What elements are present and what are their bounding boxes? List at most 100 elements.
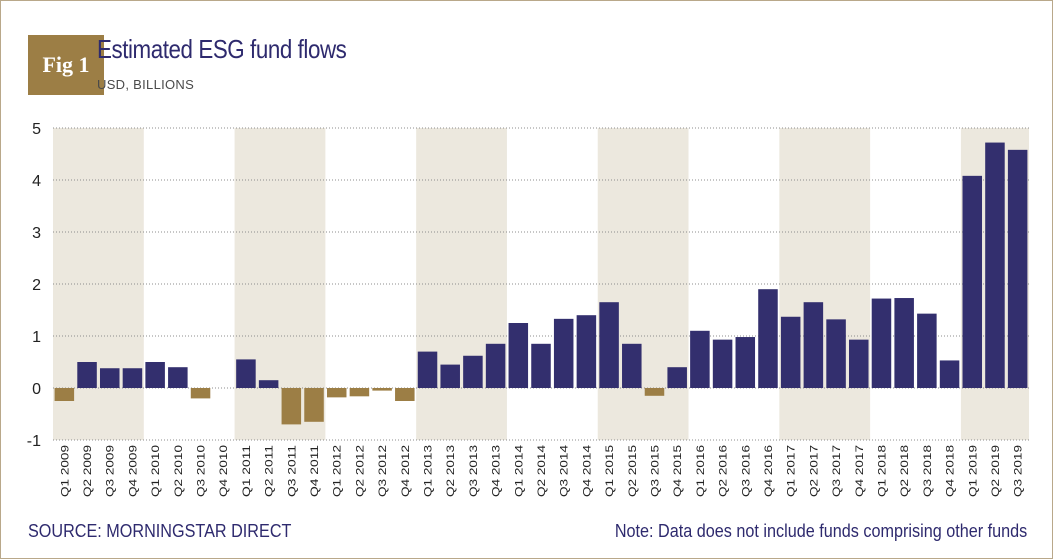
x-tick-label: Q2 2011: [264, 445, 276, 497]
bar-q2-2019: [985, 142, 1005, 388]
bar-q3-2016: [735, 337, 756, 388]
y-tick-label: 2: [32, 277, 41, 294]
bar-q2-2012: [349, 388, 370, 397]
bar-q1-2014: [508, 323, 529, 388]
x-tick-label: Q1 2009: [59, 445, 71, 497]
x-tick-label: Q1 2012: [332, 445, 344, 497]
x-tick-label: Q3 2016: [740, 445, 752, 497]
x-tick-label: Q1 2014: [513, 445, 525, 497]
bar-q3-2019: [1007, 149, 1028, 388]
x-tick-label: Q1 2017: [786, 445, 798, 497]
x-tick-label: Q2 2018: [899, 445, 911, 497]
source-note: SOURCE: MORNINGSTAR DIRECT: [28, 521, 292, 541]
x-tick-label: Q4 2009: [127, 445, 139, 497]
x-tick-label: Q4 2015: [672, 445, 684, 497]
y-tick-label: 0: [32, 381, 41, 398]
bar-q3-2018: [917, 313, 937, 388]
bar-q1-2017: [780, 316, 801, 388]
bar-q4-2013: [485, 343, 506, 388]
chart-subtitle: USD, BILLIONS: [97, 77, 195, 92]
bar-q3-2010: [190, 388, 211, 399]
x-tick-label: Q1 2018: [876, 445, 888, 497]
gridlines: [53, 127, 1029, 441]
bar-q2-2017: [803, 302, 824, 388]
y-tick-label: 4: [32, 173, 41, 190]
x-tick-label: Q4 2010: [218, 445, 230, 497]
x-tick-label: Q2 2014: [536, 445, 548, 497]
x-tick-label: Q4 2012: [400, 445, 412, 497]
x-tick-label: Q1 2011: [241, 445, 253, 497]
bar-q3-2014: [553, 318, 574, 388]
x-tick-label: Q3 2012: [377, 445, 389, 497]
y-tick-labels: -1 0 1 2 3 4 5: [27, 121, 41, 450]
bars: [54, 142, 1028, 425]
x-tick-label: Q3 2013: [468, 445, 480, 497]
x-tick-label: Q1 2015: [604, 445, 616, 497]
x-tick-label: Q2 2016: [718, 445, 730, 497]
x-tick-label: Q3 2014: [559, 445, 571, 497]
x-tick-label: Q3 2009: [105, 445, 117, 497]
bar-q4-2014: [576, 315, 597, 388]
x-tick-labels: Q1 2009 Q2 2009 Q3 2009 Q4 2009 Q1 2010 Q2 20…: [59, 445, 1024, 497]
x-tick-label: Q1 2019: [967, 445, 979, 497]
bar-q2-2015: [622, 343, 642, 388]
x-tick-label: Q2 2009: [82, 445, 94, 497]
y-tick-label: -1: [27, 433, 41, 450]
x-tick-label: Q4 2016: [763, 445, 775, 497]
bar-q2-2016: [712, 339, 733, 388]
bar-q1-2018: [871, 298, 892, 388]
bar-q3-2009: [99, 368, 120, 388]
data-note: Note: Data does not include funds compri…: [614, 521, 1027, 541]
bar-q4-2009: [122, 368, 143, 388]
x-tick-label: Q3 2019: [1013, 445, 1025, 497]
y-tick-label: 1: [32, 329, 41, 346]
bar-q2-2014: [531, 343, 551, 388]
bar-q2-2018: [894, 298, 914, 388]
x-tick-label: Q3 2015: [649, 445, 661, 497]
bar-q2-2013: [440, 364, 460, 388]
x-tick-label: Q1 2013: [423, 445, 435, 497]
bar-q1-2009: [54, 388, 75, 401]
bar-q1-2011: [236, 359, 256, 388]
x-tick-label: Q4 2017: [854, 445, 866, 497]
bar-q4-2015: [667, 367, 687, 388]
x-tick-label: Q4 2018: [945, 445, 957, 497]
x-tick-label: Q4 2011: [309, 445, 321, 497]
y-tick-label: 3: [32, 225, 41, 242]
bar-q1-2016: [690, 330, 710, 388]
bar-q3-2015: [644, 388, 665, 396]
x-tick-label: Q3 2017: [831, 445, 843, 497]
x-tick-label: Q2 2013: [445, 445, 457, 497]
bar-q2-2010: [168, 367, 188, 388]
chart-title: Estimated ESG fund flows: [97, 34, 347, 64]
bar-q1-2013: [417, 351, 438, 388]
x-tick-label: Q1 2016: [695, 445, 707, 497]
x-tick-label: Q3 2018: [922, 445, 934, 497]
bar-q3-2012: [372, 388, 392, 391]
bar-q2-2009: [77, 362, 97, 388]
x-tick-label: Q2 2010: [173, 445, 185, 497]
x-tick-label: Q3 2010: [196, 445, 208, 497]
x-tick-label: Q4 2014: [581, 445, 593, 497]
bar-q3-2013: [463, 355, 483, 388]
bar-q4-2018: [939, 360, 960, 388]
x-tick-label: Q4 2013: [491, 445, 503, 497]
bar-q4-2016: [758, 289, 778, 388]
x-tick-label: Q2 2017: [808, 445, 820, 497]
x-tick-label: Q1 2010: [150, 445, 162, 497]
bar-q1-2010: [145, 362, 165, 388]
bar-q3-2011: [281, 388, 302, 425]
bar-q1-2015: [599, 302, 619, 388]
bar-q2-2011: [258, 380, 279, 388]
bar-q4-2017: [849, 339, 869, 388]
figure-badge: Fig 1: [28, 35, 104, 95]
x-tick-label: Q2 2019: [990, 445, 1002, 497]
bar-q4-2012: [395, 388, 415, 401]
x-tick-label: Q3 2011: [286, 445, 298, 497]
bar-q1-2019: [962, 175, 983, 388]
bar-q4-2011: [304, 388, 324, 422]
bar-q3-2017: [826, 319, 846, 388]
x-tick-label: Q2 2012: [354, 445, 366, 497]
